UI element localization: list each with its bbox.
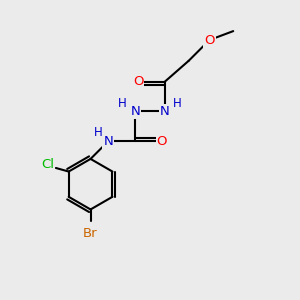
Text: Br: Br [83,227,98,240]
Text: O: O [204,34,215,46]
Text: H: H [173,98,182,110]
Text: O: O [157,135,167,148]
Text: N: N [160,105,170,118]
Text: H: H [118,98,127,110]
Text: N: N [103,135,113,148]
Text: O: O [133,75,143,88]
Text: Cl: Cl [41,158,54,171]
Text: H: H [94,126,102,139]
Text: N: N [130,105,140,118]
